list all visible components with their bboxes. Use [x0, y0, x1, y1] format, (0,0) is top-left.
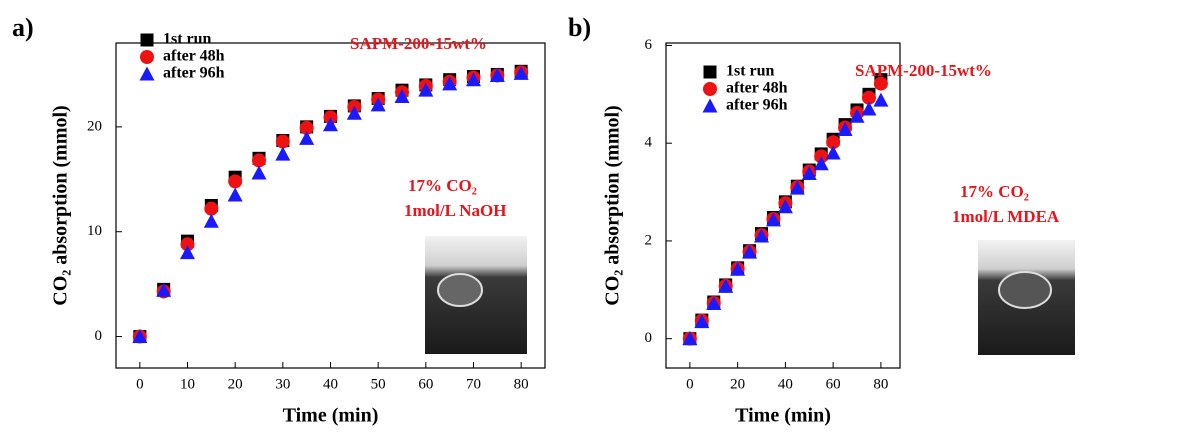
x-tick-label: 40: [323, 376, 338, 392]
marker-triangle: [849, 108, 865, 123]
y-tick-label: 0: [645, 330, 653, 346]
y-tick-label: 6: [645, 37, 653, 53]
marker-triangle: [873, 92, 889, 107]
marker-triangle: [418, 82, 434, 97]
marker-triangle: [275, 146, 291, 161]
marker-triangle: [394, 88, 410, 103]
marker-triangle: [203, 213, 219, 228]
y-tick-label: 20: [87, 118, 102, 134]
annotation: 17% CO₂: [960, 182, 1029, 201]
y-tick-label: 2: [645, 232, 653, 248]
marker-triangle: [370, 97, 386, 112]
x-tick-label: 60: [418, 376, 433, 392]
marker-triangle: [706, 295, 722, 310]
marker-triangle: [754, 228, 770, 243]
legend-label: after 48h: [726, 80, 788, 97]
marker-triangle: [299, 130, 315, 145]
marker-triangle: [765, 212, 781, 227]
x-tick-label: 80: [514, 376, 529, 392]
x-tick-label: 80: [873, 376, 888, 392]
marker-triangle: [702, 98, 718, 113]
panel-label: a): [12, 13, 34, 42]
marker-circle: [228, 174, 243, 189]
marker-triangle: [513, 65, 529, 80]
photo-inset-a: [425, 236, 527, 354]
legend-label: after 96h: [163, 65, 225, 82]
marker-triangle: [251, 165, 267, 180]
legend-label: after 48h: [163, 48, 225, 65]
panel-label: b): [568, 13, 591, 42]
marker-triangle: [466, 72, 481, 87]
x-axis-label: Time (min): [735, 405, 831, 427]
marker-circle: [703, 82, 717, 96]
marker-circle: [180, 237, 195, 252]
annotation: 17% CO₂: [408, 176, 477, 195]
marker-square: [703, 65, 717, 79]
annotation: 1mol/L NaOH: [404, 201, 506, 220]
x-tick-label: 20: [228, 376, 243, 392]
y-tick-label: 4: [645, 135, 653, 151]
marker-triangle: [789, 180, 805, 195]
x-tick-label: 70: [466, 376, 481, 392]
marker-circle: [252, 153, 266, 168]
x-tick-label: 10: [180, 376, 195, 392]
marker-triangle: [861, 101, 877, 116]
legend-label: 1st run: [163, 31, 212, 48]
annotation: 1mol/L MDEA: [952, 207, 1060, 226]
y-axis-label: CO₂ absorption (mmol): [50, 105, 72, 305]
marker-triangle: [489, 68, 505, 82]
marker-triangle: [801, 165, 817, 180]
marker-circle: [861, 90, 876, 105]
marker-triangle: [813, 156, 829, 171]
marker-triangle: [837, 122, 853, 137]
marker-triangle: [156, 282, 172, 297]
marker-triangle: [742, 244, 758, 259]
legend-label: after 96h: [726, 97, 788, 114]
marker-triangle: [180, 245, 195, 260]
annotation: SAPM-200-15wt%: [350, 34, 487, 53]
marker-triangle: [825, 145, 841, 160]
x-axis-label: Time (min): [283, 405, 379, 427]
y-tick-label: 10: [87, 223, 102, 239]
marker-square: [140, 33, 154, 47]
x-tick-label: 40: [778, 376, 793, 392]
x-tick-label: 0: [136, 376, 144, 392]
y-axis-label: CO₂ absorption (mmol): [602, 105, 624, 305]
marker-triangle: [682, 331, 698, 346]
marker-circle: [873, 76, 888, 91]
photo-inset-b: [978, 240, 1075, 355]
marker-circle: [826, 135, 841, 150]
marker-triangle: [718, 278, 734, 293]
marker-triangle: [777, 199, 793, 214]
marker-triangle: [139, 66, 155, 81]
marker-circle: [140, 50, 154, 64]
marker-triangle: [694, 314, 710, 329]
marker-circle: [204, 201, 219, 216]
x-tick-label: 0: [686, 376, 694, 392]
annotation: SAPM-200-15wt%: [855, 61, 992, 80]
x-tick-label: 20: [730, 376, 745, 392]
marker-triangle: [227, 187, 243, 202]
marker-circle: [299, 120, 314, 135]
marker-triangle: [346, 105, 362, 120]
x-tick-label: 50: [371, 376, 386, 392]
y-tick-label: 0: [95, 328, 103, 344]
marker-triangle: [132, 329, 148, 344]
legend-label: 1st run: [726, 63, 775, 80]
plot-frame: [665, 42, 901, 369]
marker-circle: [275, 134, 290, 149]
x-tick-label: 60: [826, 376, 841, 392]
marker-triangle: [442, 76, 458, 91]
marker-triangle: [730, 261, 746, 276]
x-tick-label: 30: [275, 376, 290, 392]
marker-triangle: [323, 117, 338, 132]
